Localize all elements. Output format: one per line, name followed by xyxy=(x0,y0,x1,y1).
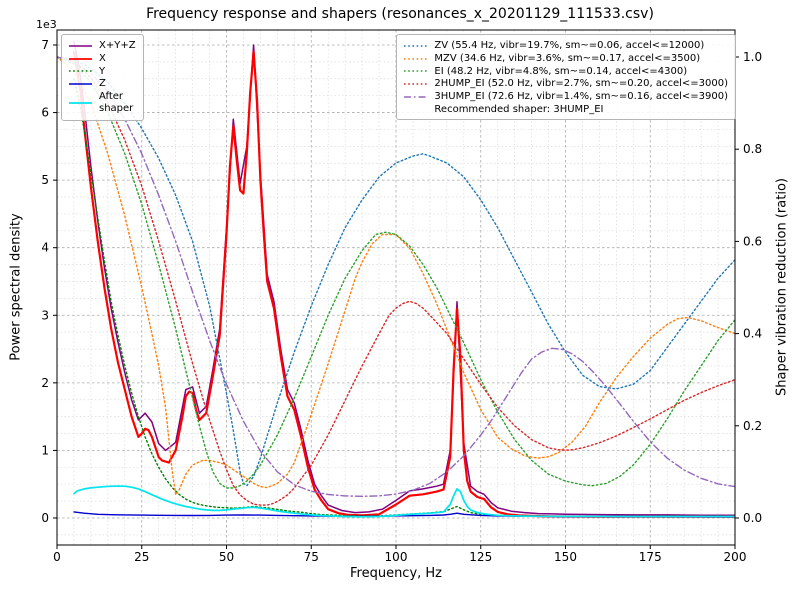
legend-item-label: Z xyxy=(99,78,106,90)
legend-line-sample xyxy=(69,83,92,85)
series-ei xyxy=(57,56,735,489)
y-left-tick-label: 5 xyxy=(41,173,49,187)
y-right-tick-label: 0.0 xyxy=(743,511,762,525)
legend-item-label: After shaper xyxy=(99,91,134,114)
x-tick-label: 25 xyxy=(134,550,149,564)
legend-item-label: MZV (34.6 Hz, vibr=3.6%, sm~=0.17, accel… xyxy=(434,52,701,64)
legend-item-ei: EI (48.2 Hz, vibr=4.8%, sm~=0.14, accel<… xyxy=(403,66,728,78)
y-left-tick-label: 6 xyxy=(41,106,49,120)
y-right-tick-label: 0.2 xyxy=(743,419,762,433)
legend-item-zv: ZV (55.4 Hz, vibr=19.7%, sm~=0.06, accel… xyxy=(403,40,728,52)
y-right-tick-label: 1.0 xyxy=(743,50,762,64)
legend-line-sample xyxy=(69,70,92,73)
legend-line-sample xyxy=(404,45,428,47)
legend-item-hump2: 2HUMP_EI (52.0 Hz, vibr=2.7%, sm~=0.20, … xyxy=(403,78,728,90)
legend-item-psd_z: Z xyxy=(68,78,136,90)
x-axis-label: Frequency, Hz xyxy=(349,566,443,581)
y-right-tick-label: 0.8 xyxy=(743,142,762,156)
y-axis-offset-label: 1e3 xyxy=(36,18,57,31)
series-psd_x xyxy=(72,50,735,518)
legend-shapers: ZV (55.4 Hz, vibr=19.7%, sm~=0.06, accel… xyxy=(396,34,736,120)
axis-ticks: 0 25 50 75 100 125 150 175 200 0 1 2 3 4 5 6 7 0.0 0.2 0.4 0… xyxy=(41,38,762,564)
x-tick-label: 100 xyxy=(385,550,408,564)
legend-item-psd_y: Y xyxy=(68,66,136,78)
legend-psd: X+Y+Z X Y Z After shaper xyxy=(61,34,144,121)
legend-line-sample xyxy=(69,45,92,47)
chart-title: Frequency response and shapers (resonanc… xyxy=(146,6,654,22)
legend-item-label: Y xyxy=(99,65,106,77)
legend-item-label: ZV (55.4 Hz, vibr=19.7%, sm~=0.06, accel… xyxy=(434,40,705,51)
series-psd_sum xyxy=(73,40,735,517)
legend-recommended-shaper: Recommended shaper: 3HUMP_EI xyxy=(434,103,604,115)
legend-item-hump3: 3HUMP_EI (72.6 Hz, vibr=1.4%, sm~=0.16, … xyxy=(403,91,728,103)
x-tick-label: 75 xyxy=(304,550,319,564)
y-left-tick-label: 4 xyxy=(41,241,49,255)
x-tick-label: 150 xyxy=(554,550,577,564)
series-hump2 xyxy=(57,56,735,506)
x-tick-label: 0 xyxy=(53,550,61,564)
series-mzv xyxy=(57,56,735,496)
x-tick-label: 175 xyxy=(639,550,662,564)
legend-item-label: 3HUMP_EI (72.6 Hz, vibr=1.4%, sm~=0.16, … xyxy=(434,91,728,103)
legend-item-label: X xyxy=(99,52,106,64)
legend-line-sample xyxy=(404,83,428,85)
y-left-tick-label: 0 xyxy=(41,511,49,525)
legend-line-sample xyxy=(404,70,428,73)
legend-item-label: 2HUMP_EI (52.0 Hz, vibr=2.7%, sm~=0.20, … xyxy=(434,78,728,90)
y-left-tick-label: 1 xyxy=(41,443,49,457)
series-zv xyxy=(57,56,735,487)
legend-line-sample xyxy=(404,57,428,60)
y-left-tick-label: 7 xyxy=(41,38,49,52)
series-group xyxy=(57,40,735,518)
series-after_shaper xyxy=(73,485,735,518)
legend-item-label: X+Y+Z xyxy=(99,40,136,51)
legend-item-after_shaper: After shaper xyxy=(68,91,136,115)
x-tick-label: 125 xyxy=(469,550,492,564)
legend-line-sample xyxy=(404,96,428,98)
series-hump3 xyxy=(57,56,735,497)
y-right-tick-label: 0.6 xyxy=(743,234,762,248)
y-left-tick-label: 2 xyxy=(41,376,49,390)
x-tick-label: 200 xyxy=(724,550,747,564)
legend-item-mzv: MZV (34.6 Hz, vibr=3.6%, sm~=0.17, accel… xyxy=(403,53,728,65)
legend-item-psd_sum: X+Y+Z xyxy=(68,40,136,52)
legend-line-sample xyxy=(69,102,92,104)
y-right-tick-label: 0.4 xyxy=(743,327,762,341)
legend-item-psd_x: X xyxy=(68,53,136,65)
legend-item-label: EI (48.2 Hz, vibr=4.8%, sm~=0.14, accel<… xyxy=(434,65,688,77)
y-left-tick-label: 3 xyxy=(41,308,49,322)
legend-line-sample xyxy=(69,57,92,60)
x-tick-label: 50 xyxy=(219,550,234,564)
